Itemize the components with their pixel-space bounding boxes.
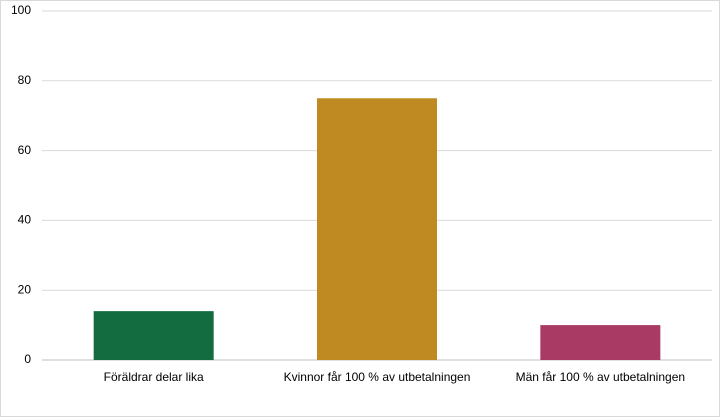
- y-tick-label: 0: [24, 352, 31, 366]
- y-tick-label: 20: [18, 282, 32, 296]
- y-tick-label: 40: [18, 213, 32, 227]
- y-tick-label: 60: [18, 143, 32, 157]
- x-tick-label: Män får 100 % av utbetalningen: [516, 370, 685, 384]
- bar: [317, 98, 437, 360]
- y-tick-label: 100: [11, 3, 31, 17]
- x-tick-label: Föräldrar delar lika: [104, 370, 204, 384]
- bar: [540, 325, 661, 360]
- y-tick-label: 80: [18, 73, 32, 87]
- bar: [93, 311, 214, 360]
- x-tick-label: Kvinnor får 100 % av utbetalningen: [284, 370, 471, 384]
